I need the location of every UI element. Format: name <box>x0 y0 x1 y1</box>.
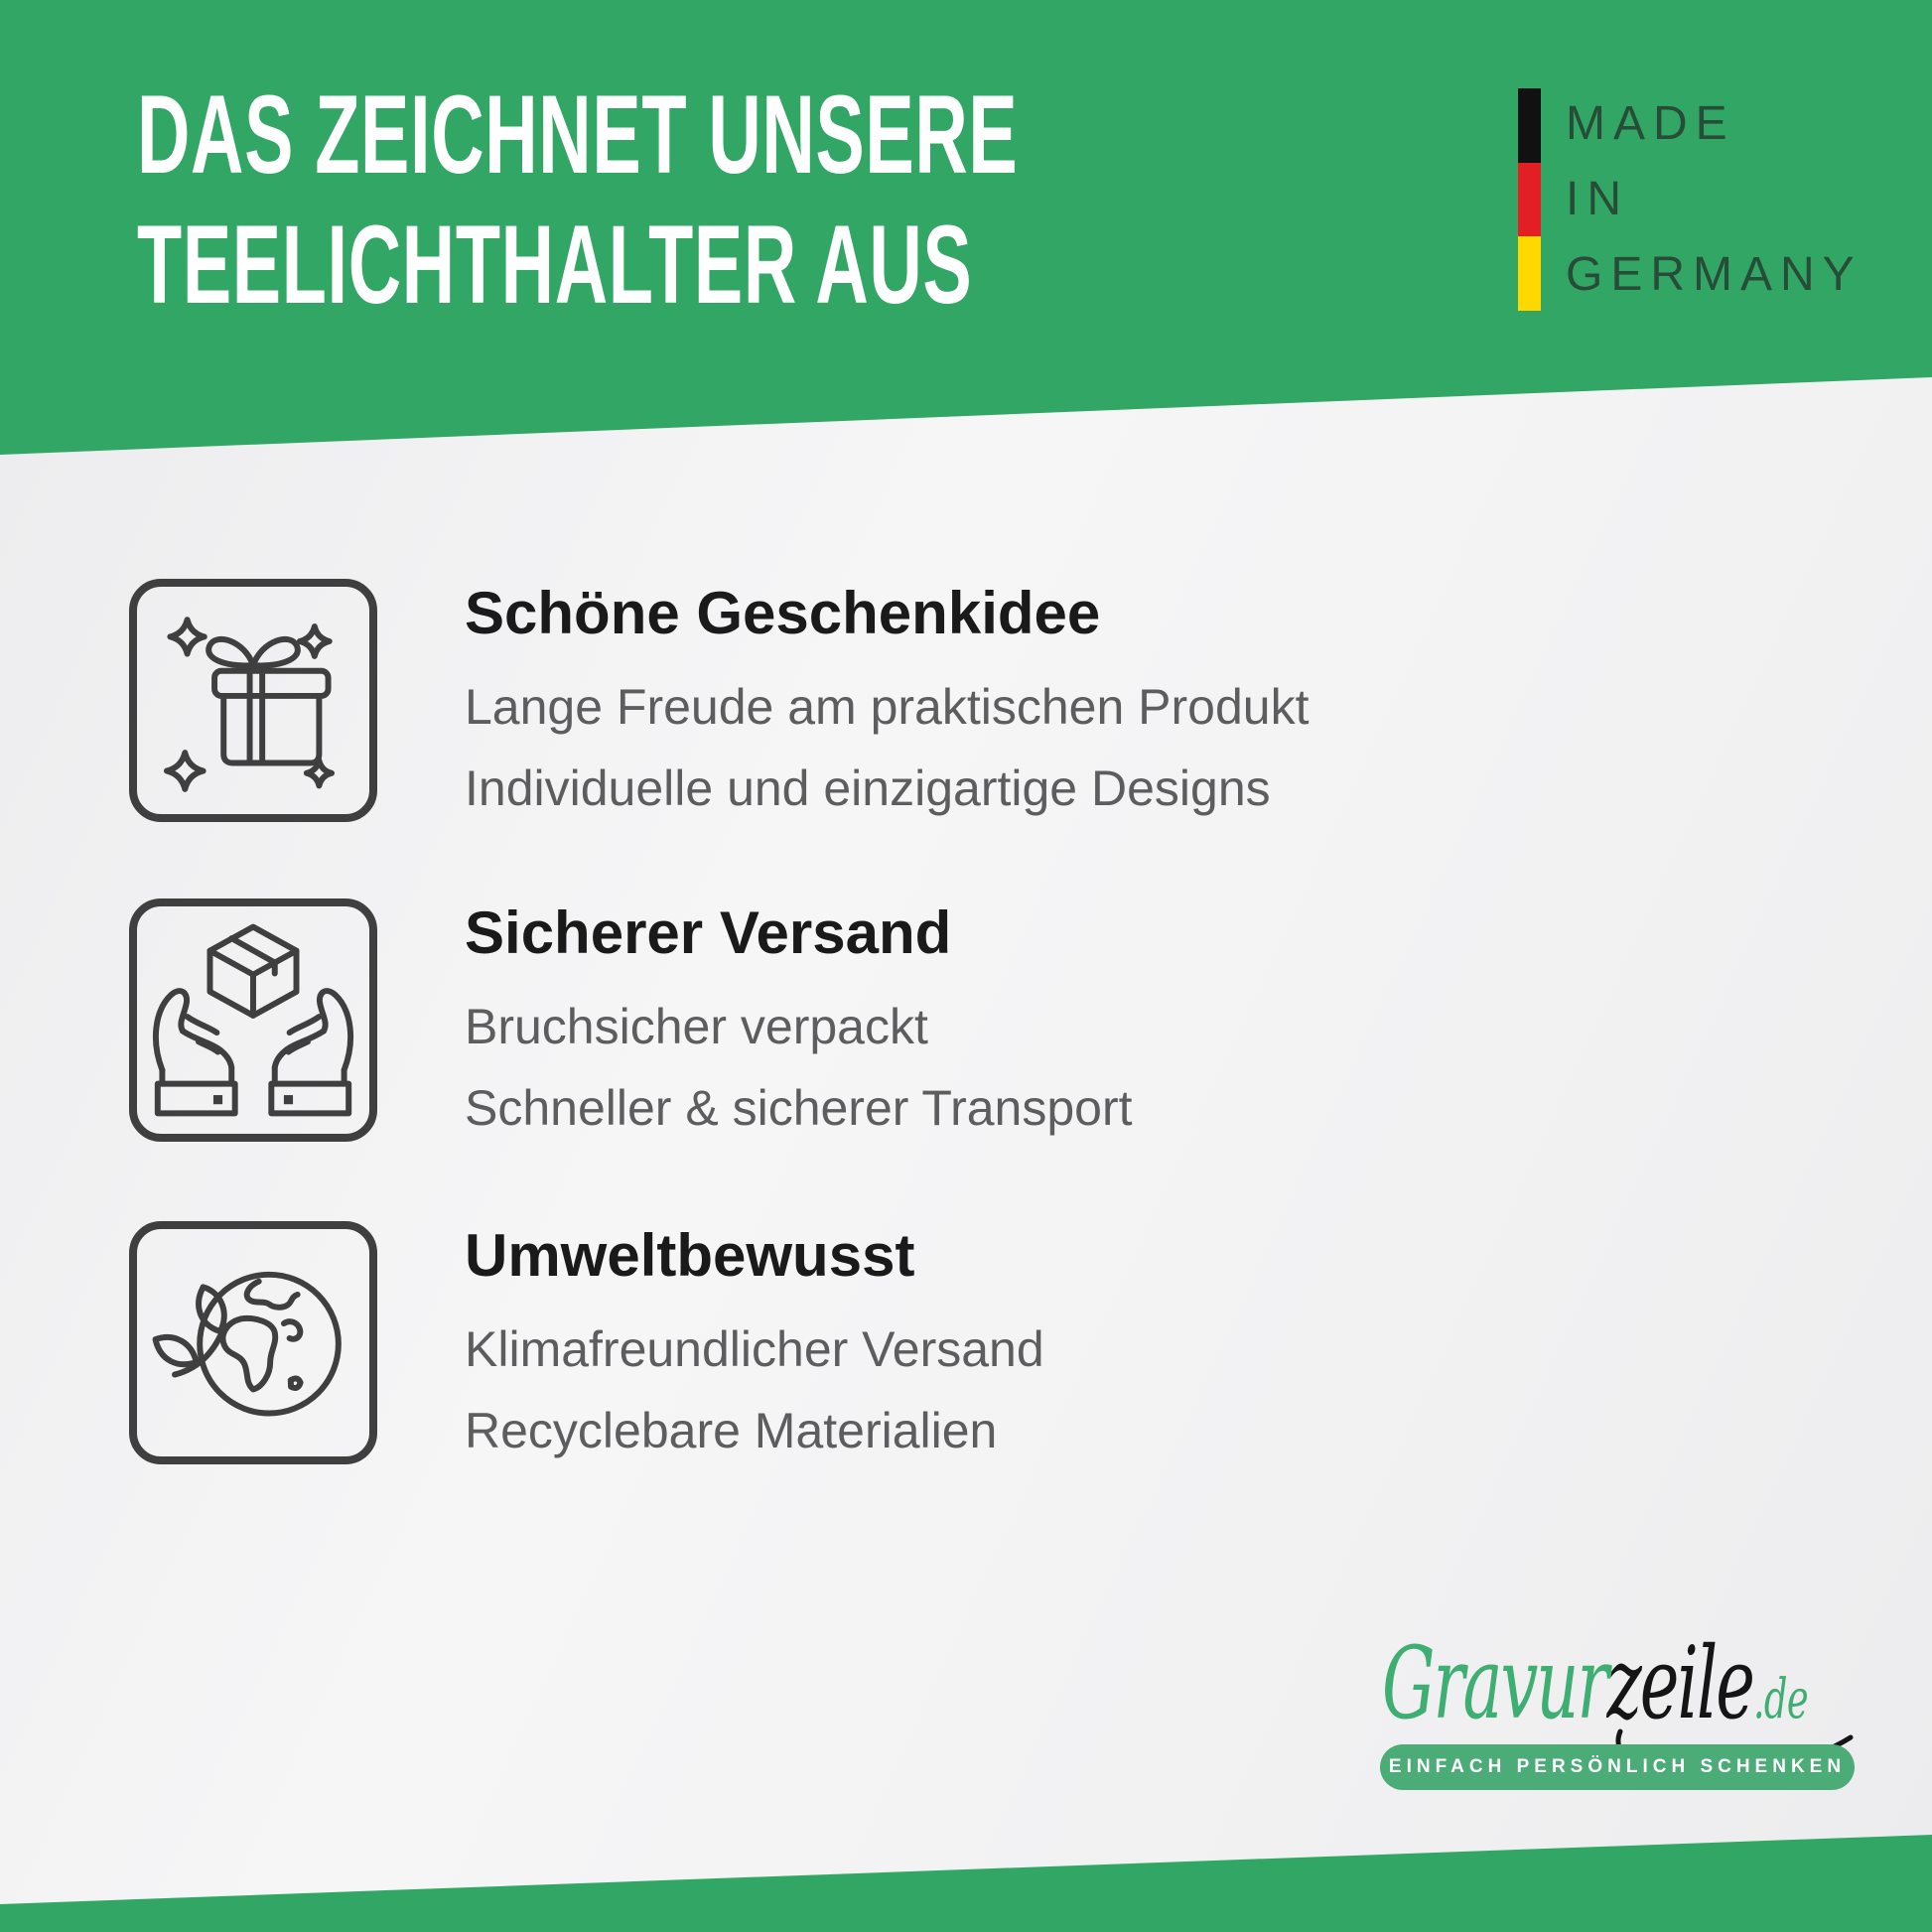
feature-description: Klimafreundlicher Versand Recyclebare Ma… <box>465 1309 1044 1471</box>
flag-red-segment <box>1518 162 1541 237</box>
feature-section-umwelt: Umweltbewusst Klimafreundlicher Versand … <box>0 1221 1932 1471</box>
feature-description: Bruchsicher verpackt Schneller & sichere… <box>465 986 1133 1149</box>
brand-part-zeile: zeile <box>1606 1625 1754 1741</box>
in-line: IN <box>1566 173 1629 225</box>
germany-line: GERMANY <box>1566 248 1863 301</box>
globe-leaf-icon <box>129 1221 377 1464</box>
feature-title: Sicherer Versand <box>465 899 952 966</box>
made-line: MADE <box>1566 97 1735 150</box>
page-title-line2: TEELICHTHALTER AUS <box>137 203 973 327</box>
feature-title: Umweltbewusst <box>465 1222 915 1289</box>
feature-line: Schneller & sicherer Transport <box>465 1080 1133 1136</box>
tagline-pill: EINFACH PERSÖNLICH SCHENKEN <box>1380 1744 1855 1790</box>
flag-black-segment <box>1518 88 1541 163</box>
feature-line: Bruchsicher verpackt <box>465 999 928 1054</box>
feature-line: Recyclebare Materialien <box>465 1403 998 1458</box>
german-flag-bar-icon <box>1518 88 1541 311</box>
brand-part-gravur: Gravur <box>1382 1625 1608 1741</box>
page-title: DAS ZEICHNET UNSERE TEELICHTHALTER AUS <box>137 69 1018 330</box>
brand-logo: Gravurzeile.de <box>1382 1634 1809 1748</box>
feature-line: Klimafreundlicher Versand <box>465 1321 1044 1377</box>
feature-title: Schöne Geschenkidee <box>465 580 1101 646</box>
feature-section-geschenkidee: Schöne Geschenkidee Lange Freude am prak… <box>0 579 1932 829</box>
feature-line: Individuelle und einzigartige Designs <box>465 760 1271 816</box>
page-title-line1: DAS ZEICHNET UNSERE <box>137 72 1019 197</box>
brand-suffix-de: .de <box>1752 1667 1809 1730</box>
flag-gold-segment <box>1518 236 1541 311</box>
feature-section-versand: Sicherer Versand Bruchsicher verpackt Sc… <box>0 898 1932 1149</box>
feature-line: Lange Freude am praktischen Produkt <box>465 679 1310 735</box>
feature-description: Lange Freude am praktischen Produkt Indi… <box>465 666 1310 829</box>
hands-package-icon <box>129 898 377 1142</box>
made-in-germany-text: MADE IN GERMANY <box>1566 86 1932 313</box>
bottom-green-band <box>0 1835 1932 1932</box>
tagline-text: EINFACH PERSÖNLICH SCHENKEN <box>1388 1756 1847 1777</box>
gift-sparkles-icon <box>129 579 377 822</box>
top-green-band <box>0 0 1932 455</box>
